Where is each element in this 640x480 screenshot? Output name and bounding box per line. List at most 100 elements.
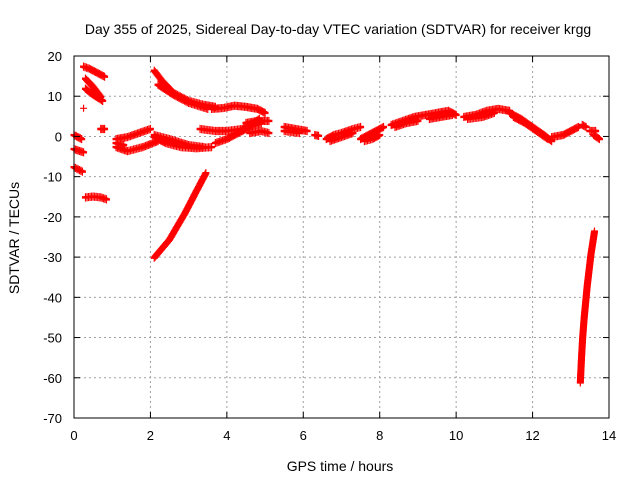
series-t24: [280, 126, 303, 138]
series-t41: [590, 130, 603, 144]
data-point: [506, 108, 514, 118]
plot-frame: [73, 55, 610, 419]
data-point: [591, 131, 599, 140]
data-point: [450, 109, 458, 118]
data-point: [315, 131, 323, 140]
data-point: [74, 165, 82, 174]
data-point: [93, 92, 101, 102]
data-point: [265, 116, 273, 126]
data-point: [73, 164, 81, 173]
data-point: [94, 69, 102, 78]
data-point: [88, 81, 96, 90]
data-point: [509, 112, 517, 122]
data-point: [160, 84, 168, 94]
series-t20: [208, 101, 269, 118]
data-point: [87, 80, 95, 89]
series-t37: [509, 112, 552, 144]
series-t42: [576, 227, 598, 387]
data-point: [86, 79, 94, 88]
data-point: [94, 93, 102, 102]
data-point: [520, 118, 528, 127]
data-point: [303, 126, 311, 136]
data-point: [81, 84, 89, 93]
data-marks: [70, 62, 603, 387]
data-point: [93, 87, 101, 96]
data-point: [76, 134, 84, 143]
data-point: [513, 114, 521, 124]
data-point: [452, 110, 460, 120]
data-point: [99, 71, 107, 81]
data-point: [159, 84, 167, 93]
y-tick-label: -20: [43, 210, 62, 225]
data-point: [451, 110, 459, 119]
data-point: [540, 132, 548, 141]
data-point: [590, 130, 598, 140]
data-point: [541, 133, 549, 142]
data-point: [593, 133, 601, 142]
data-point: [101, 124, 109, 134]
data-point: [154, 134, 162, 144]
series-t29: [360, 130, 384, 146]
data-point: [92, 67, 100, 77]
data-point: [146, 124, 154, 134]
series-t38: [548, 122, 582, 142]
data-point: [78, 134, 86, 144]
x-tick-label: 0: [70, 428, 77, 443]
data-point: [158, 83, 166, 92]
data-point: [97, 70, 105, 79]
data-point: [544, 134, 552, 144]
data-point: [83, 85, 91, 94]
y-tick-label: -40: [43, 290, 62, 305]
data-point: [204, 104, 212, 113]
data-point: [163, 86, 171, 95]
data-point: [590, 227, 598, 236]
data-point: [87, 65, 95, 74]
data-point: [158, 76, 166, 85]
data-point: [260, 108, 268, 117]
series-t9: [97, 124, 109, 134]
data-point: [581, 122, 589, 131]
series-t14: [150, 130, 208, 152]
data-point: [175, 93, 183, 102]
data-point: [259, 107, 267, 116]
data-point: [91, 92, 99, 101]
series-t1: [70, 130, 86, 144]
data-point: [574, 122, 582, 132]
y-tick-label: 20: [48, 49, 62, 64]
data-point: [155, 72, 163, 82]
data-point: [71, 163, 79, 173]
data-point: [517, 116, 525, 126]
data-point: [208, 143, 216, 152]
data-point: [154, 80, 162, 89]
data-point: [95, 94, 103, 103]
data-point: [536, 129, 544, 138]
data-point: [168, 89, 176, 99]
series-t8: [81, 192, 110, 204]
data-point: [162, 85, 170, 94]
data-point: [200, 143, 208, 152]
data-point: [90, 91, 98, 100]
data-point: [295, 128, 303, 138]
series-t7: [80, 104, 88, 112]
data-point: [92, 86, 100, 95]
axes: 0 2 4 6 8 10 12 14 -70 -60 -50 -40 -30 -20 -10 0 10 20: [43, 49, 616, 443]
data-point: [265, 128, 273, 138]
data-point: [522, 119, 530, 128]
data-point: [162, 81, 170, 90]
y-tick-label: 0: [55, 129, 62, 144]
data-point: [96, 91, 104, 100]
data-point: [261, 108, 269, 118]
series-t16: [154, 80, 212, 113]
series-t21: [242, 116, 273, 128]
data-point: [75, 133, 83, 142]
data-point: [78, 167, 86, 176]
y-tick-label: 10: [48, 89, 62, 104]
data-point: [594, 134, 602, 143]
grid: [74, 56, 609, 418]
data-point: [163, 82, 171, 91]
data-point: [154, 71, 162, 80]
data-point: [582, 122, 590, 132]
series-t10: [112, 124, 154, 144]
y-tick-label: -10: [43, 170, 62, 185]
